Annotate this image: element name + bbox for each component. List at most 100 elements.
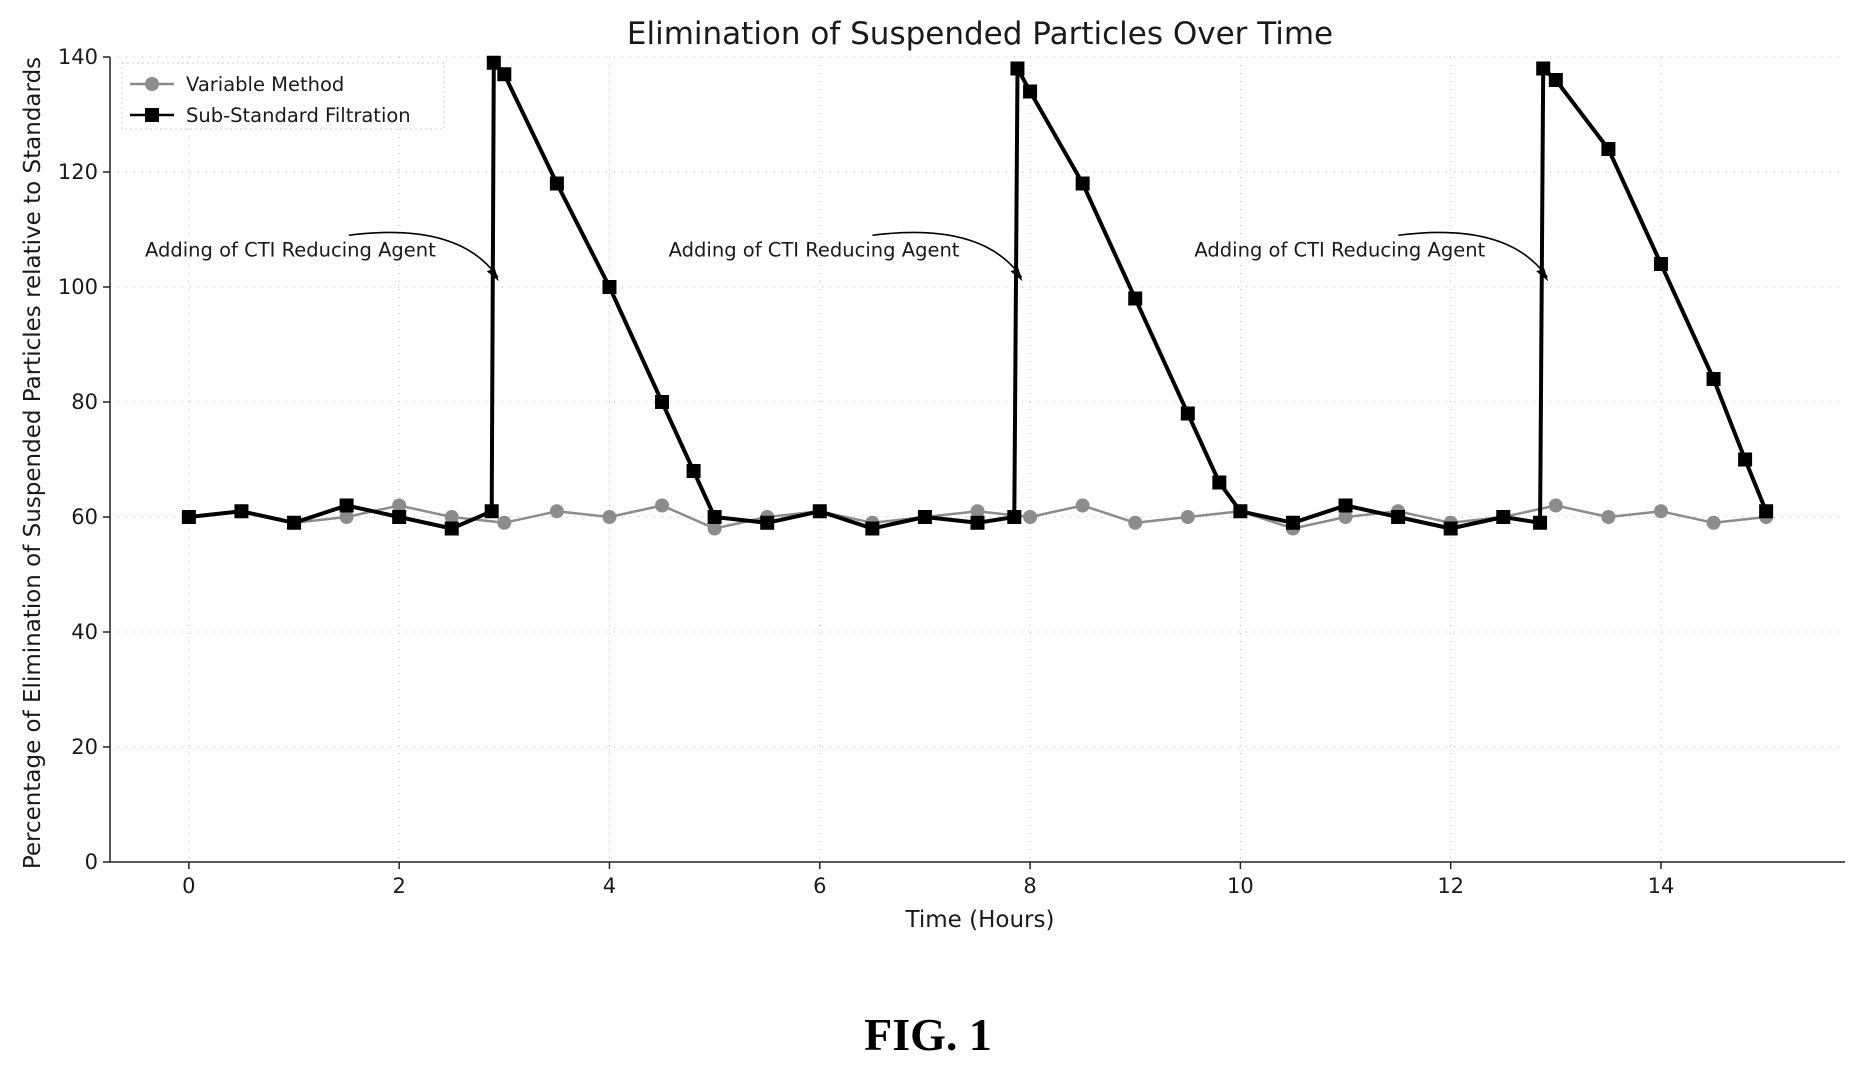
x-axis-label: Time (Hours)	[905, 907, 1055, 933]
data-point	[1128, 291, 1143, 306]
data-point	[234, 504, 249, 519]
data-point	[497, 67, 512, 82]
data-point	[1023, 84, 1038, 99]
x-tick-label: 14	[1648, 874, 1675, 898]
y-tick-label: 100	[58, 275, 98, 299]
y-tick-label: 80	[71, 390, 98, 414]
data-point	[1443, 521, 1458, 536]
y-tick-label: 0	[85, 850, 98, 874]
data-point	[1180, 406, 1195, 421]
legend-entry: Sub-Standard Filtration	[130, 104, 411, 127]
grid	[110, 56, 1845, 863]
data-point	[392, 510, 407, 524]
data-point	[1548, 498, 1563, 513]
data-point	[1759, 504, 1774, 519]
x-tick-label: 6	[813, 874, 826, 898]
data-point	[444, 510, 459, 524]
annotation-label: Adding of CTI Reducing Agent	[669, 238, 960, 261]
data-point	[1007, 510, 1022, 524]
series-line	[188, 60, 1768, 531]
annotation: Adding of CTI Reducing Agent	[669, 231, 1023, 282]
annotation-arrow	[872, 231, 1023, 278]
legend-circle-marker	[145, 77, 159, 91]
data-point	[486, 55, 501, 70]
legend-entry: Variable Method	[130, 73, 344, 96]
data-point	[497, 515, 512, 530]
legend-box	[121, 62, 445, 130]
data-point	[655, 498, 670, 513]
plot-area	[181, 55, 1774, 536]
data-point	[1233, 504, 1248, 519]
data-point	[970, 504, 985, 519]
data-point	[1285, 515, 1300, 530]
legend: Variable Method Sub-Standard Filtration	[121, 62, 445, 130]
data-point	[1738, 452, 1753, 467]
legend-label: Sub-Standard Filtration	[186, 104, 411, 127]
data-point	[1653, 257, 1668, 271]
annotation-arrowhead	[1010, 268, 1023, 282]
data-point	[760, 515, 775, 530]
annotation-label: Adding of CTI Reducing Agent	[1194, 238, 1485, 261]
annotations: Adding of CTI Reducing Agent Adding of CT…	[145, 231, 1549, 282]
annotation-arrow	[1398, 231, 1548, 278]
data-point	[549, 176, 564, 191]
y-tick-label: 40	[71, 620, 98, 644]
data-point	[1075, 176, 1090, 191]
data-point	[181, 510, 196, 524]
data-point	[970, 515, 985, 530]
series-sub-standard-filtration	[181, 55, 1774, 536]
data-point	[339, 510, 354, 524]
data-point	[444, 521, 459, 536]
legend-square-marker	[145, 108, 159, 122]
y-tick-label: 20	[71, 735, 98, 759]
data-point	[686, 464, 701, 478]
x-tick-label: 8	[1023, 874, 1036, 898]
data-point	[1496, 510, 1511, 524]
y-tick-label: 60	[71, 505, 98, 529]
data-point	[602, 510, 617, 524]
annotation-arrow	[348, 231, 499, 278]
chart-title: Elimination of Suspended Particles Over …	[627, 16, 1333, 52]
x-tick-label: 4	[603, 874, 616, 898]
y-axis-label: Percentage of Elimination of Suspended P…	[20, 57, 46, 869]
y-tick-label: 120	[58, 160, 98, 184]
annotation-label: Adding of CTI Reducing Agent	[145, 238, 436, 261]
data-point	[339, 498, 354, 513]
data-point	[865, 521, 880, 536]
data-point	[1601, 142, 1616, 156]
data-point	[1391, 510, 1406, 524]
data-point	[1212, 475, 1227, 490]
data-point	[1706, 372, 1721, 386]
data-point	[1023, 510, 1038, 524]
data-point	[1706, 515, 1721, 530]
legend-label: Variable Method	[186, 73, 344, 96]
data-point	[484, 504, 499, 519]
data-point	[917, 510, 932, 524]
data-point	[812, 504, 827, 519]
data-point	[1533, 515, 1548, 530]
data-point	[1075, 498, 1090, 513]
x-tick-label: 0	[182, 874, 195, 898]
data-point	[655, 395, 670, 409]
data-point	[1010, 61, 1025, 76]
y-tick-label: 140	[58, 45, 98, 69]
data-point	[707, 510, 722, 524]
data-point	[1180, 510, 1195, 524]
data-point	[707, 521, 722, 536]
data-point	[1128, 515, 1143, 530]
data-point	[1338, 498, 1353, 513]
x-tick-label: 2	[392, 874, 405, 898]
annotation-arrowhead	[1536, 268, 1549, 282]
data-point	[602, 280, 617, 294]
data-point	[392, 498, 407, 513]
annotation: Adding of CTI Reducing Agent	[1194, 231, 1549, 282]
annotation: Adding of CTI Reducing Agent	[145, 231, 499, 282]
data-point	[1601, 510, 1616, 524]
annotation-arrowhead	[486, 268, 499, 282]
x-tick-label: 12	[1437, 874, 1464, 898]
data-point	[1548, 73, 1563, 87]
data-point	[1338, 510, 1353, 524]
data-point	[1653, 504, 1668, 519]
